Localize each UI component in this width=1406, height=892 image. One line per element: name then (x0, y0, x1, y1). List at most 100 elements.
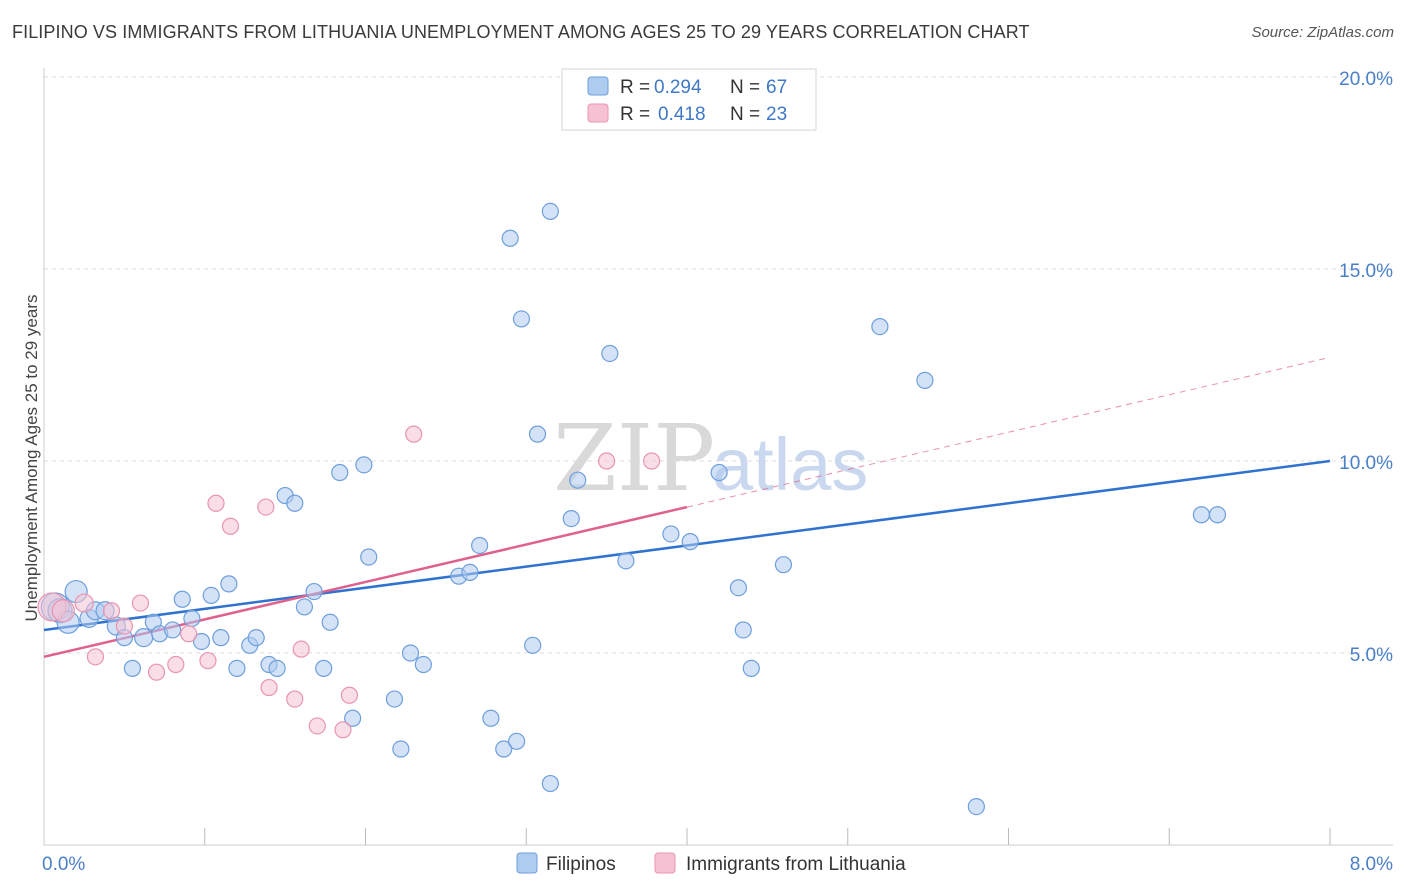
data-point-lithuania (598, 452, 616, 470)
data-point-filipinos (392, 740, 410, 758)
x-tick-labels: 0.0% 8.0% (42, 854, 1393, 875)
data-point-filipinos (360, 548, 378, 566)
legend: R = 0.294 N = 67 R = 0.418 N = 23 (561, 68, 817, 131)
data-point-filipinos (164, 621, 182, 639)
data-point-filipinos (871, 318, 889, 336)
data-point-filipinos (228, 659, 246, 677)
data-point-filipinos (562, 509, 580, 528)
data-point-lithuania (257, 498, 275, 516)
trendlines (43, 356, 1331, 659)
y-tick-label: 10.0% (1339, 453, 1393, 474)
data-point-filipinos (601, 344, 619, 363)
legend-r-value-2: 0.418 (658, 104, 706, 125)
data-point-filipinos (528, 425, 547, 443)
y-tick-label: 20.0% (1339, 69, 1393, 90)
data-point-filipinos (916, 371, 934, 389)
legend-n-value-1: 67 (766, 77, 787, 98)
data-point-filipinos (286, 494, 304, 512)
data-point-filipinos (268, 659, 286, 677)
legend-r-label-2: R = (620, 104, 650, 125)
data-point-filipinos (247, 629, 265, 647)
bottom-legend-lithuania: Immigrants from Lithuania (686, 854, 906, 875)
data-point-filipinos (414, 655, 432, 674)
y-tick-labels: 5.0% 10.0% 15.0% 20.0% (1339, 69, 1393, 666)
data-point-filipinos (967, 797, 985, 816)
trendline-lithuania-extension (686, 356, 1331, 508)
y-tick-label: 15.0% (1339, 261, 1393, 282)
data-point-filipinos (202, 586, 220, 605)
data-point-lithuania (131, 594, 150, 612)
data-point-filipinos (295, 598, 314, 616)
data-point-lithuania (199, 652, 217, 670)
data-point-lithuania (405, 425, 423, 443)
data-point-filipinos (471, 536, 489, 555)
y-tick-label: 5.0% (1350, 645, 1393, 666)
series-filipinos (40, 202, 1227, 816)
data-point-filipinos (344, 709, 362, 727)
series-lithuania (37, 425, 661, 739)
data-point-filipinos (501, 229, 519, 247)
data-point-filipinos (385, 690, 404, 708)
y-axis-label: Unemployment Among Ages 25 to 29 years (22, 295, 41, 622)
data-point-lithuania (74, 593, 94, 613)
data-point-filipinos (401, 644, 420, 662)
data-point-filipinos (321, 613, 339, 631)
data-point-lithuania (260, 678, 278, 697)
legend-n-value-2: 23 (766, 104, 787, 125)
data-point-filipinos (355, 456, 373, 474)
data-point-filipinos (495, 740, 513, 758)
source-label: Source: ZipAtlas.com (1251, 24, 1394, 41)
data-point-lithuania (286, 690, 304, 708)
legend-n-label-2: N = (730, 104, 760, 125)
data-point-lithuania (308, 717, 326, 735)
watermark-atlas: atlas (712, 423, 868, 506)
data-point-lithuania (115, 617, 133, 635)
data-point-lithuania (340, 686, 359, 704)
data-point-lithuania (334, 721, 352, 739)
data-point-filipinos (729, 579, 748, 597)
data-point-filipinos (331, 463, 349, 482)
legend-swatch-lithuania (587, 103, 609, 123)
bottom-legend-swatch-lithuania (654, 852, 676, 874)
legend-swatch-filipinos (587, 76, 609, 96)
legend-n-label-1: N = (730, 77, 760, 98)
gridlines (44, 76, 1393, 654)
axes (43, 68, 1393, 846)
data-point-filipinos (315, 659, 333, 677)
data-point-filipinos (1208, 506, 1227, 524)
data-point-lithuania (86, 648, 105, 666)
data-point-filipinos (1192, 506, 1211, 524)
data-point-filipinos (742, 659, 760, 677)
data-point-filipinos (183, 609, 201, 628)
data-point-filipinos (524, 636, 542, 654)
data-point-filipinos (220, 575, 238, 593)
bottom-legend: Filipinos Immigrants from Lithuania (516, 852, 906, 875)
data-point-filipinos (173, 590, 191, 608)
data-point-filipinos (774, 556, 793, 574)
data-point-filipinos (512, 310, 531, 328)
data-point-filipinos (617, 552, 635, 570)
data-point-filipinos (123, 659, 142, 677)
data-point-filipinos (710, 463, 728, 482)
data-point-filipinos (482, 709, 500, 727)
data-point-filipinos (681, 533, 699, 551)
bottom-legend-filipinos: Filipinos (546, 854, 616, 875)
data-point-filipinos (134, 628, 154, 648)
data-point-lithuania (180, 625, 198, 643)
bottom-legend-swatch-filipinos (516, 852, 538, 874)
data-point-lithuania (51, 599, 75, 623)
data-point-filipinos (541, 774, 559, 793)
data-point-filipinos (192, 632, 211, 651)
data-point-filipinos (541, 202, 559, 220)
data-point-filipinos (662, 525, 680, 543)
legend-r-label-1: R = (620, 77, 650, 98)
data-point-lithuania (147, 663, 166, 681)
x-tick-label-max: 8.0% (1350, 854, 1393, 875)
x-tick-label-min: 0.0% (42, 854, 85, 875)
data-point-filipinos (461, 563, 479, 581)
data-point-filipinos (212, 629, 230, 647)
data-point-lithuania (292, 640, 310, 658)
data-point-lithuania (207, 494, 225, 512)
chart-title: FILIPINO VS IMMIGRANTS FROM LITHUANIA UN… (12, 22, 1030, 42)
